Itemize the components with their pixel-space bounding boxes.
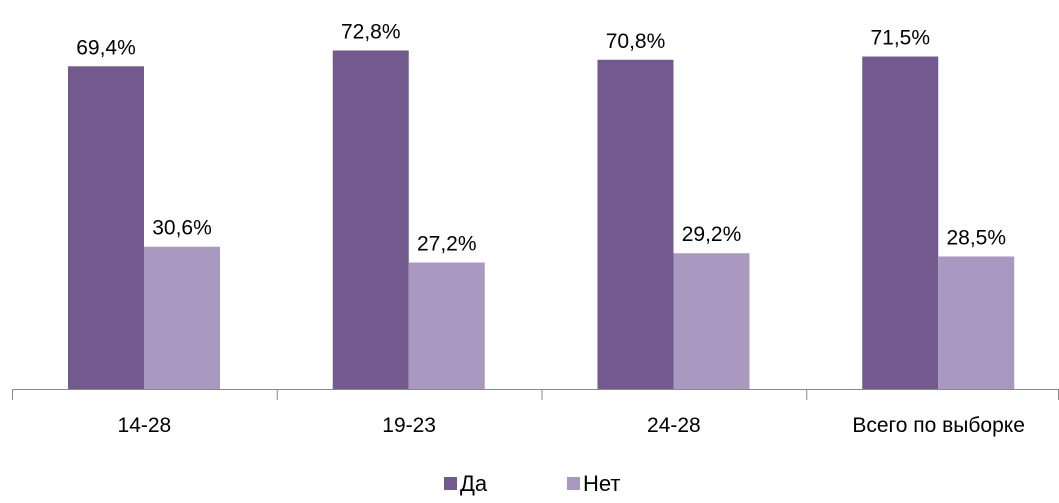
bar-net-2 <box>408 262 485 389</box>
legend-swatch-net <box>567 477 580 490</box>
data-label: 71,5% <box>870 27 930 50</box>
data-label: 72,8% <box>341 20 401 43</box>
x-tick-label: Всего по выборке <box>852 414 1025 437</box>
x-tick-labels: 14-28 19-23 24-28 Всего по выборке <box>118 414 1025 437</box>
legend-label-da: Да <box>460 471 488 496</box>
data-label: 28,5% <box>946 226 1006 249</box>
x-axis <box>12 389 1059 400</box>
bar-da-1 <box>68 66 144 389</box>
legend-label-net: Нет <box>583 471 620 496</box>
bars-layer <box>68 50 1015 390</box>
bar-net-1 <box>144 246 220 389</box>
bar-net-3 <box>673 253 750 389</box>
x-tick-label: 24-28 <box>647 414 701 437</box>
x-tick-label: 14-28 <box>118 414 172 437</box>
bar-da-2 <box>332 50 409 389</box>
bar-da-4 <box>862 56 939 390</box>
bar-da-3 <box>597 59 674 389</box>
bar-net-4 <box>938 256 1015 389</box>
data-label: 69,4% <box>76 36 136 59</box>
legend: Да Нет <box>444 471 620 496</box>
data-label: 70,8% <box>606 30 666 53</box>
data-label: 29,2% <box>682 223 742 246</box>
legend-swatch-da <box>444 477 457 490</box>
data-label: 30,6% <box>152 217 212 240</box>
x-tick-label: 19-23 <box>382 414 436 437</box>
data-label: 27,2% <box>417 233 477 256</box>
data-labels-layer: 69,4% 30,6% 72,8% 27,2% 70,8% 29,2% 71,5% 28,5% <box>76 20 1006 255</box>
